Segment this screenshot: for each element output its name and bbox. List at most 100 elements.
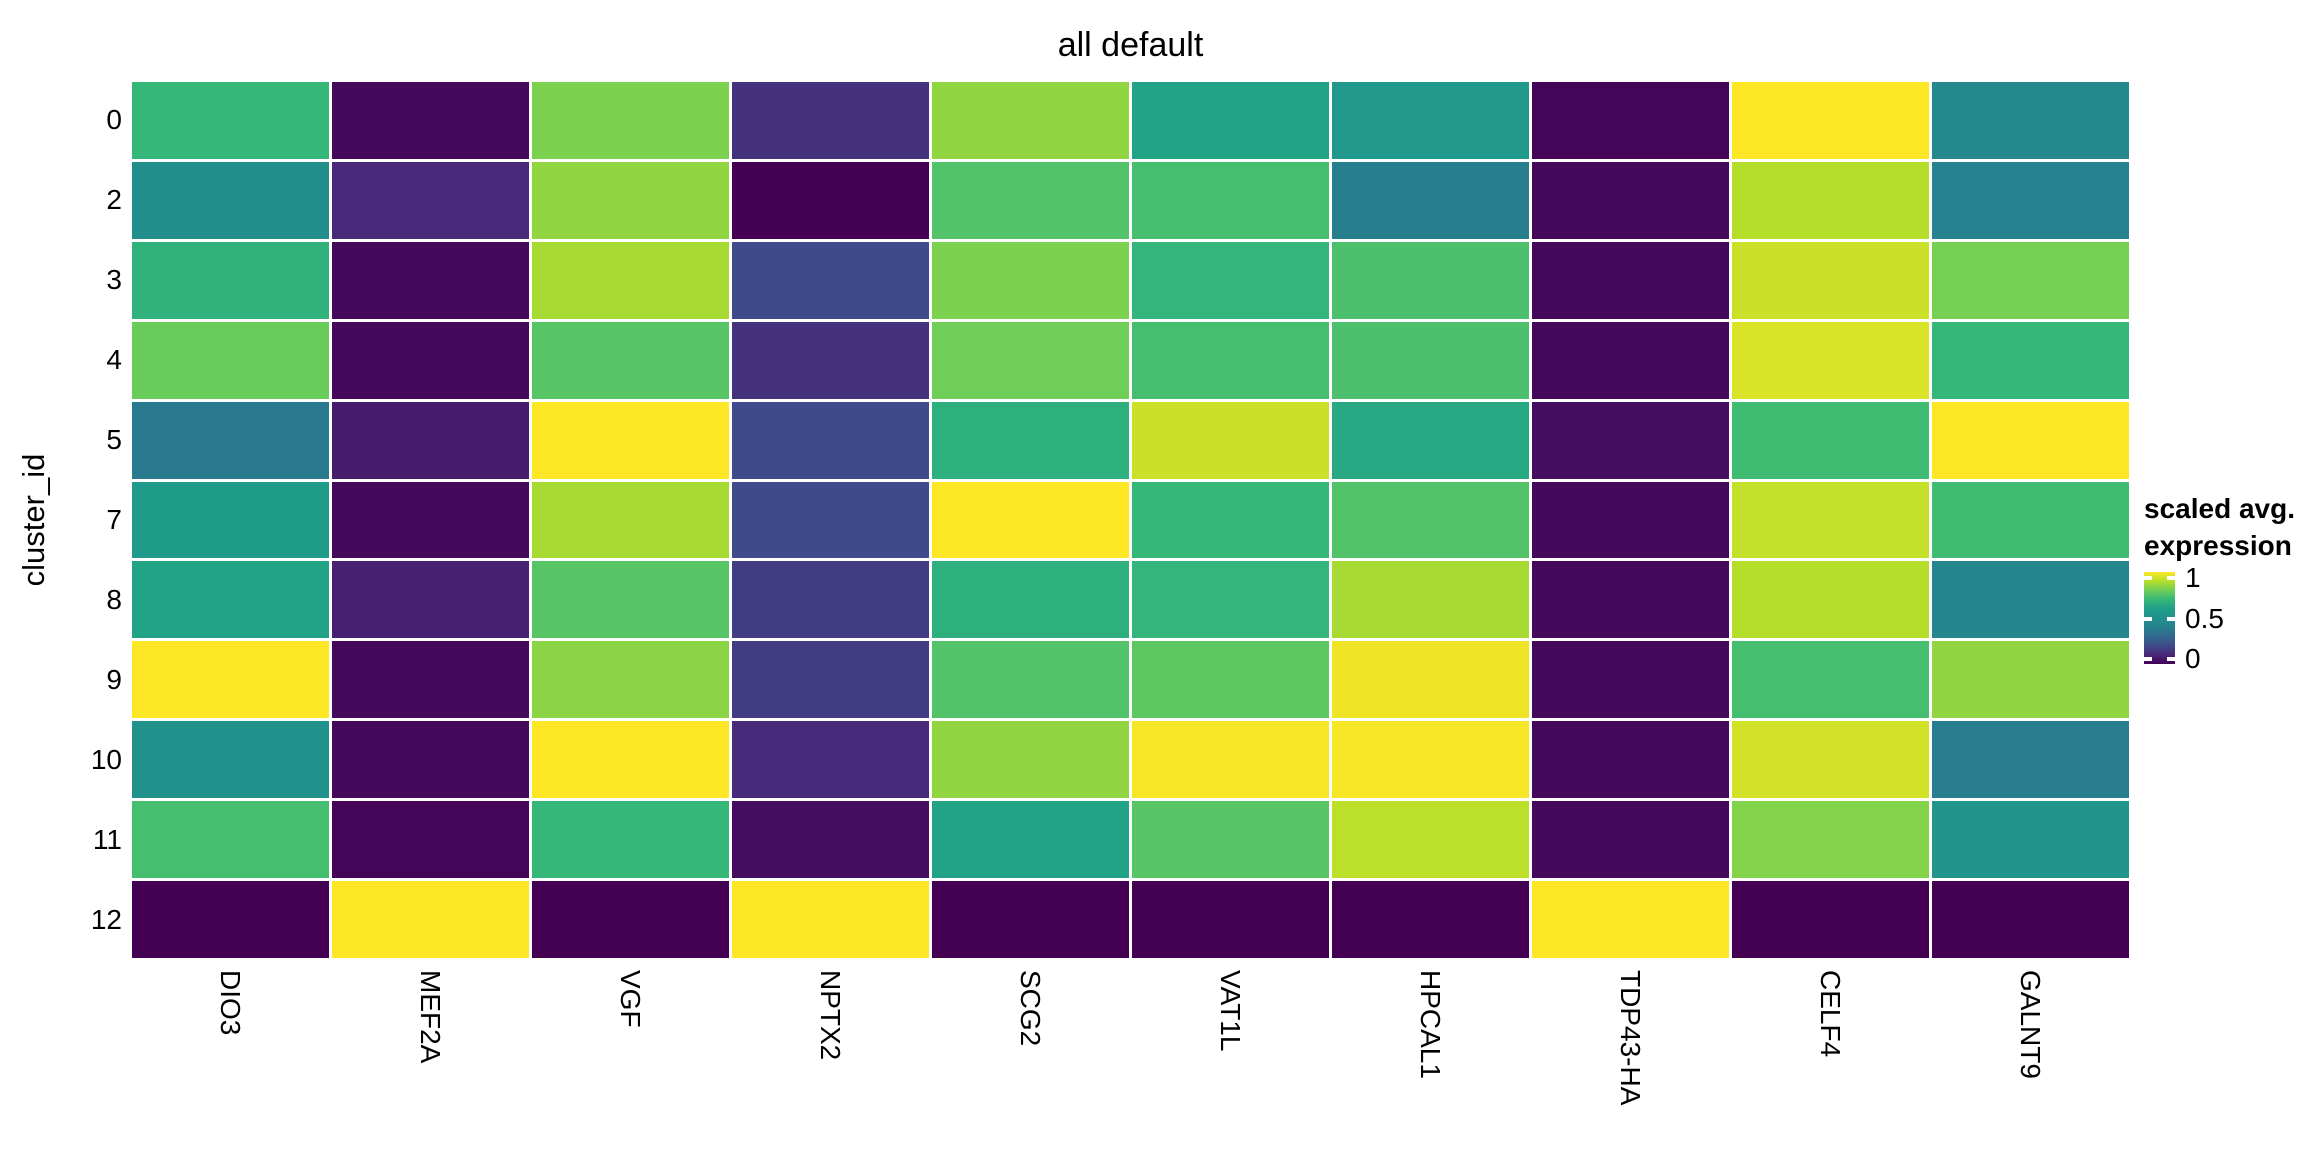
- heatmap-cell: [532, 401, 729, 479]
- heatmap-cell: [1532, 801, 1729, 879]
- heatmap-cell: [532, 801, 729, 879]
- heatmap-cell: [732, 881, 929, 958]
- heatmap-cell: [532, 721, 729, 799]
- heatmap-cell: [1332, 321, 1529, 399]
- heatmap-cell: [332, 401, 529, 479]
- heatmap-cell: [332, 881, 529, 958]
- heatmap-cell: [132, 801, 329, 879]
- heatmap-cell: [332, 241, 529, 319]
- heatmap-cell: [1732, 401, 1929, 479]
- heatmap-cell: [1932, 721, 2129, 799]
- heatmap-cell: [332, 161, 529, 239]
- heatmap-cell: [732, 561, 929, 639]
- heatmap-cell: [1332, 801, 1529, 879]
- heatmap-cell: [1932, 401, 2129, 479]
- heatmap-cell: [332, 82, 529, 159]
- y-tick-label: 9: [106, 663, 122, 695]
- heatmap-cell: [1732, 721, 1929, 799]
- legend-tick-mark: [2144, 575, 2152, 580]
- heatmap-cell: [732, 401, 929, 479]
- heatmap-cell: [332, 481, 529, 559]
- heatmap-cell: [532, 241, 729, 319]
- heatmap-cell: [1132, 321, 1329, 399]
- heatmap-cell: [932, 561, 1129, 639]
- heatmap-cell: [1732, 161, 1929, 239]
- y-tick-label: 8: [106, 583, 122, 615]
- heatmap-cell: [732, 82, 929, 159]
- heatmap-cell: [532, 561, 729, 639]
- heatmap-cell: [1332, 481, 1529, 559]
- heatmap-cell: [532, 161, 729, 239]
- heatmap-cell: [1132, 721, 1329, 799]
- heatmap-cell: [1732, 321, 1929, 399]
- heatmap-cell: [1132, 161, 1329, 239]
- heatmap-cell: [1132, 481, 1329, 559]
- heatmap-cell: [1532, 481, 1729, 559]
- heatmap-cell: [1532, 82, 1729, 159]
- heatmap-cell: [932, 801, 1129, 879]
- x-tick-label: DIO3: [214, 970, 246, 1036]
- heatmap-cell: [1932, 561, 2129, 639]
- heatmap-cell: [132, 561, 329, 639]
- heatmap-cell: [1132, 561, 1329, 639]
- plot-title: all default: [1057, 26, 1204, 64]
- x-tick-label: VGF: [614, 970, 646, 1028]
- y-tick-label: 7: [106, 503, 122, 535]
- heatmap-cell: [1932, 481, 2129, 559]
- heatmap-cell: [132, 721, 329, 799]
- heatmap-cell: [1132, 881, 1329, 958]
- heatmap-cell: [1932, 801, 2129, 879]
- legend-title-line2: expression: [2144, 530, 2292, 561]
- x-axis-tick-labels: DIO3 MEF2A VGF NPTX2 SCG2 VAT1L HPCAL1 TDP43-HA…: [132, 970, 2129, 1152]
- heatmap-cell: [1332, 401, 1529, 479]
- x-tick-label: CELF4: [1814, 970, 1846, 1058]
- heatmap-cell: [1532, 561, 1729, 639]
- y-tick-label: 11: [92, 823, 122, 855]
- heatmap-cell: [1732, 881, 1929, 958]
- y-tick-label: 0: [106, 104, 122, 136]
- heatmap-cell: [1332, 161, 1529, 239]
- heatmap-cell: [1132, 82, 1329, 159]
- legend: scaled avg. expression 1 0.5 0: [2144, 490, 2304, 674]
- y-axis-tick-labels: 0 2 3 4 5 7 8 9 10 11 12: [40, 82, 122, 958]
- heatmap-cell: [932, 481, 1129, 559]
- y-tick-label: 10: [90, 743, 122, 775]
- y-tick-label: 12: [90, 903, 122, 935]
- heatmap-cell: [1532, 321, 1729, 399]
- x-tick-label: HPCAL1: [1414, 970, 1446, 1079]
- heatmap-cell: [732, 161, 929, 239]
- legend-tick-mark: [2167, 656, 2175, 661]
- legend-tick-mark: [2144, 656, 2152, 661]
- heatmap-cell: [1732, 641, 1929, 719]
- heatmap-cell: [132, 641, 329, 719]
- heatmap-cell: [1932, 82, 2129, 159]
- legend-title: scaled avg. expression: [2144, 490, 2304, 564]
- heatmap-cell: [532, 481, 729, 559]
- y-tick-label: 4: [106, 344, 122, 376]
- heatmap-cell: [1132, 241, 1329, 319]
- heatmap-cell: [1132, 641, 1329, 719]
- heatmap-cell: [1732, 801, 1929, 879]
- heatmap-cell: [932, 82, 1129, 159]
- legend-title-line1: scaled avg.: [2144, 493, 2295, 524]
- heatmap-cell: [732, 801, 929, 879]
- heatmap-cell: [1332, 721, 1529, 799]
- heatmap-cell: [1332, 561, 1529, 639]
- heatmap-cell: [1932, 881, 2129, 958]
- heatmap-cell: [532, 641, 729, 719]
- heatmap-cell: [132, 481, 329, 559]
- heatmap-cell: [332, 321, 529, 399]
- legend-tick-label: 0: [2185, 642, 2201, 674]
- heatmap-cell: [932, 241, 1129, 319]
- heatmap-cell: [932, 161, 1129, 239]
- heatmap-cell: [1332, 82, 1529, 159]
- heatmap-cell: [332, 801, 529, 879]
- legend-tick-label: 1: [2185, 561, 2201, 593]
- heatmap-cell: [1532, 881, 1729, 958]
- heatmap-cell: [132, 161, 329, 239]
- x-tick-label: NPTX2: [814, 970, 846, 1061]
- heatmap-cell: [132, 881, 329, 958]
- heatmap-cell: [1532, 401, 1729, 479]
- heatmap-cell: [532, 881, 729, 958]
